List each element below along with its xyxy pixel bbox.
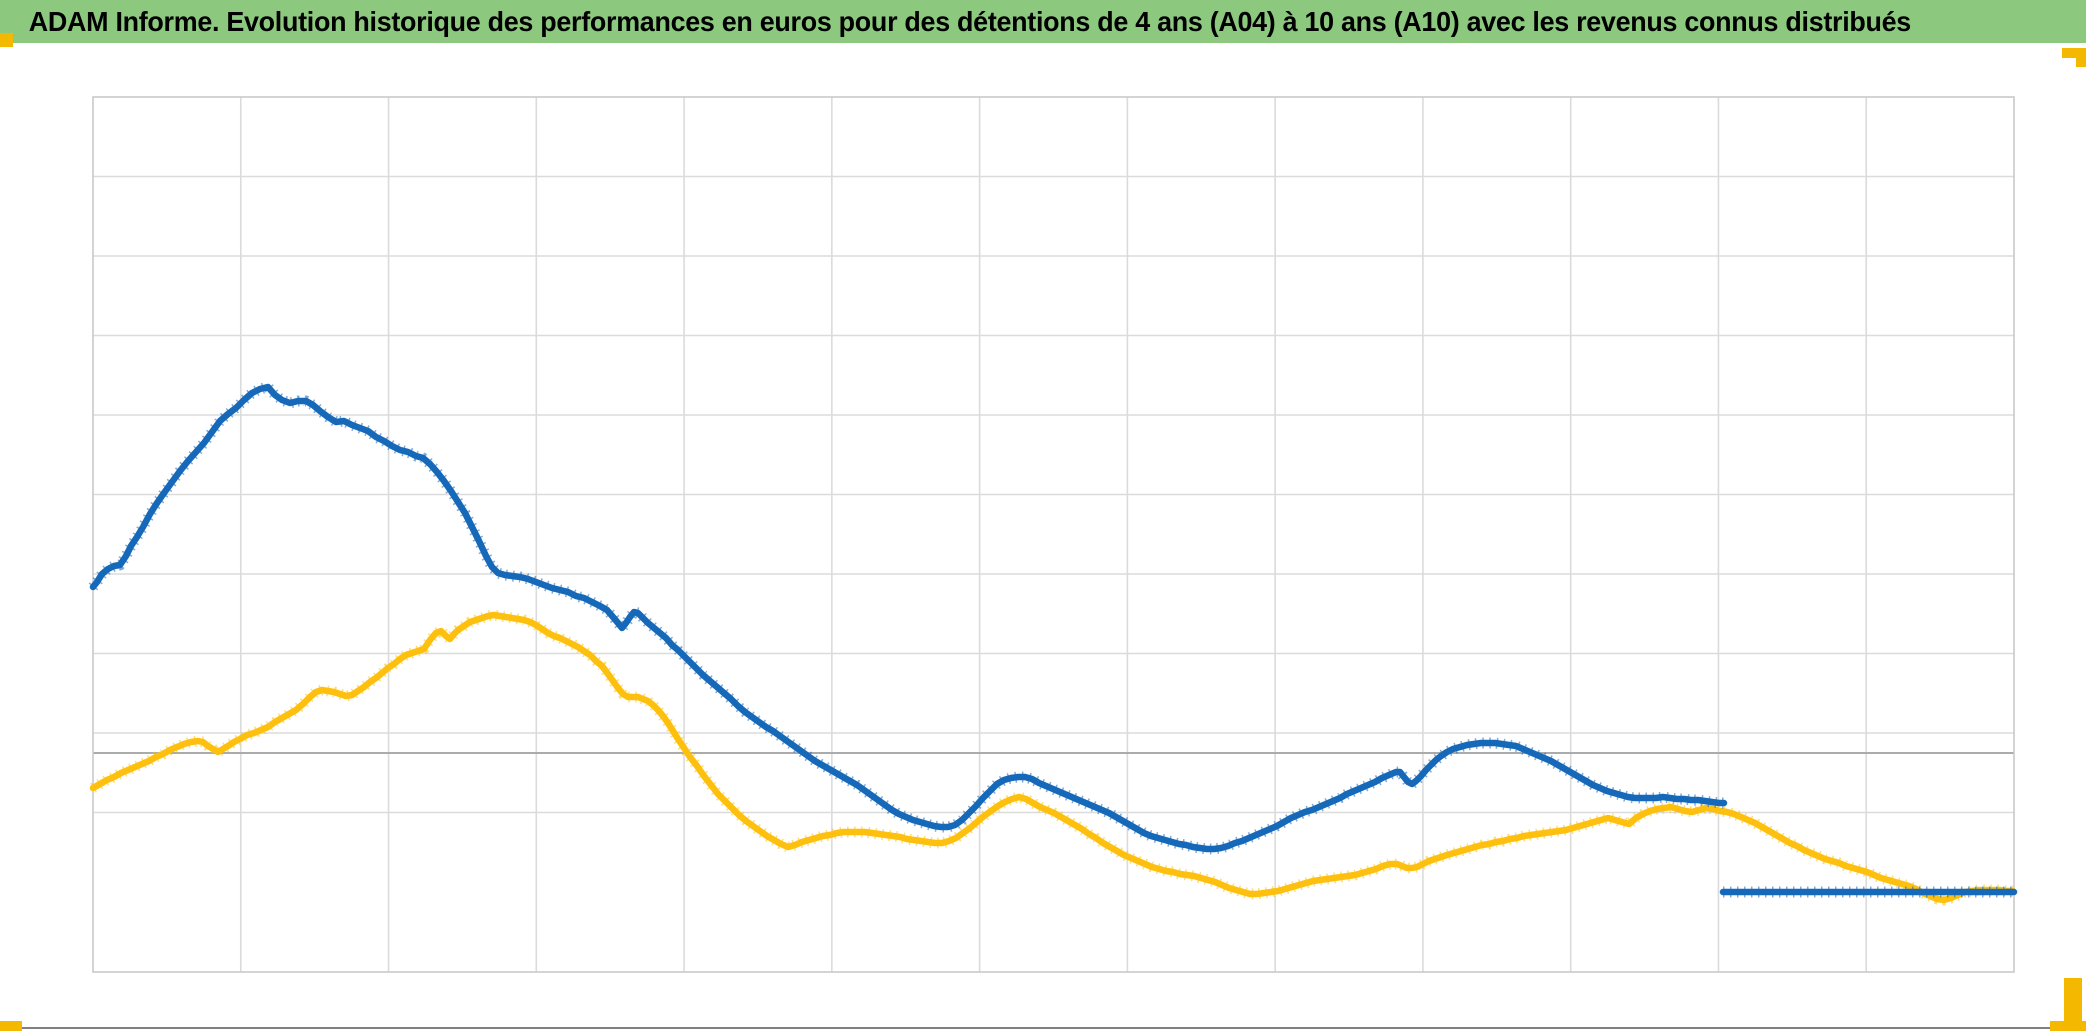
corner-handle-bottom-right-v: [2064, 978, 2082, 1031]
corner-handle-top-left: [0, 33, 13, 47]
corner-handle-bottom-right-h: [2050, 1021, 2086, 1031]
title-bar: ADAM Informe. Evolution historique des p…: [0, 0, 2086, 43]
footer-divider: [22, 1027, 2086, 1029]
page-title: ADAM Informe. Evolution historique des p…: [28, 5, 1911, 37]
corner-handle-bottom-left: [0, 1021, 22, 1031]
corner-handle-top-right-v: [2076, 48, 2086, 67]
corner-handle-top-right-h: [2062, 48, 2086, 58]
